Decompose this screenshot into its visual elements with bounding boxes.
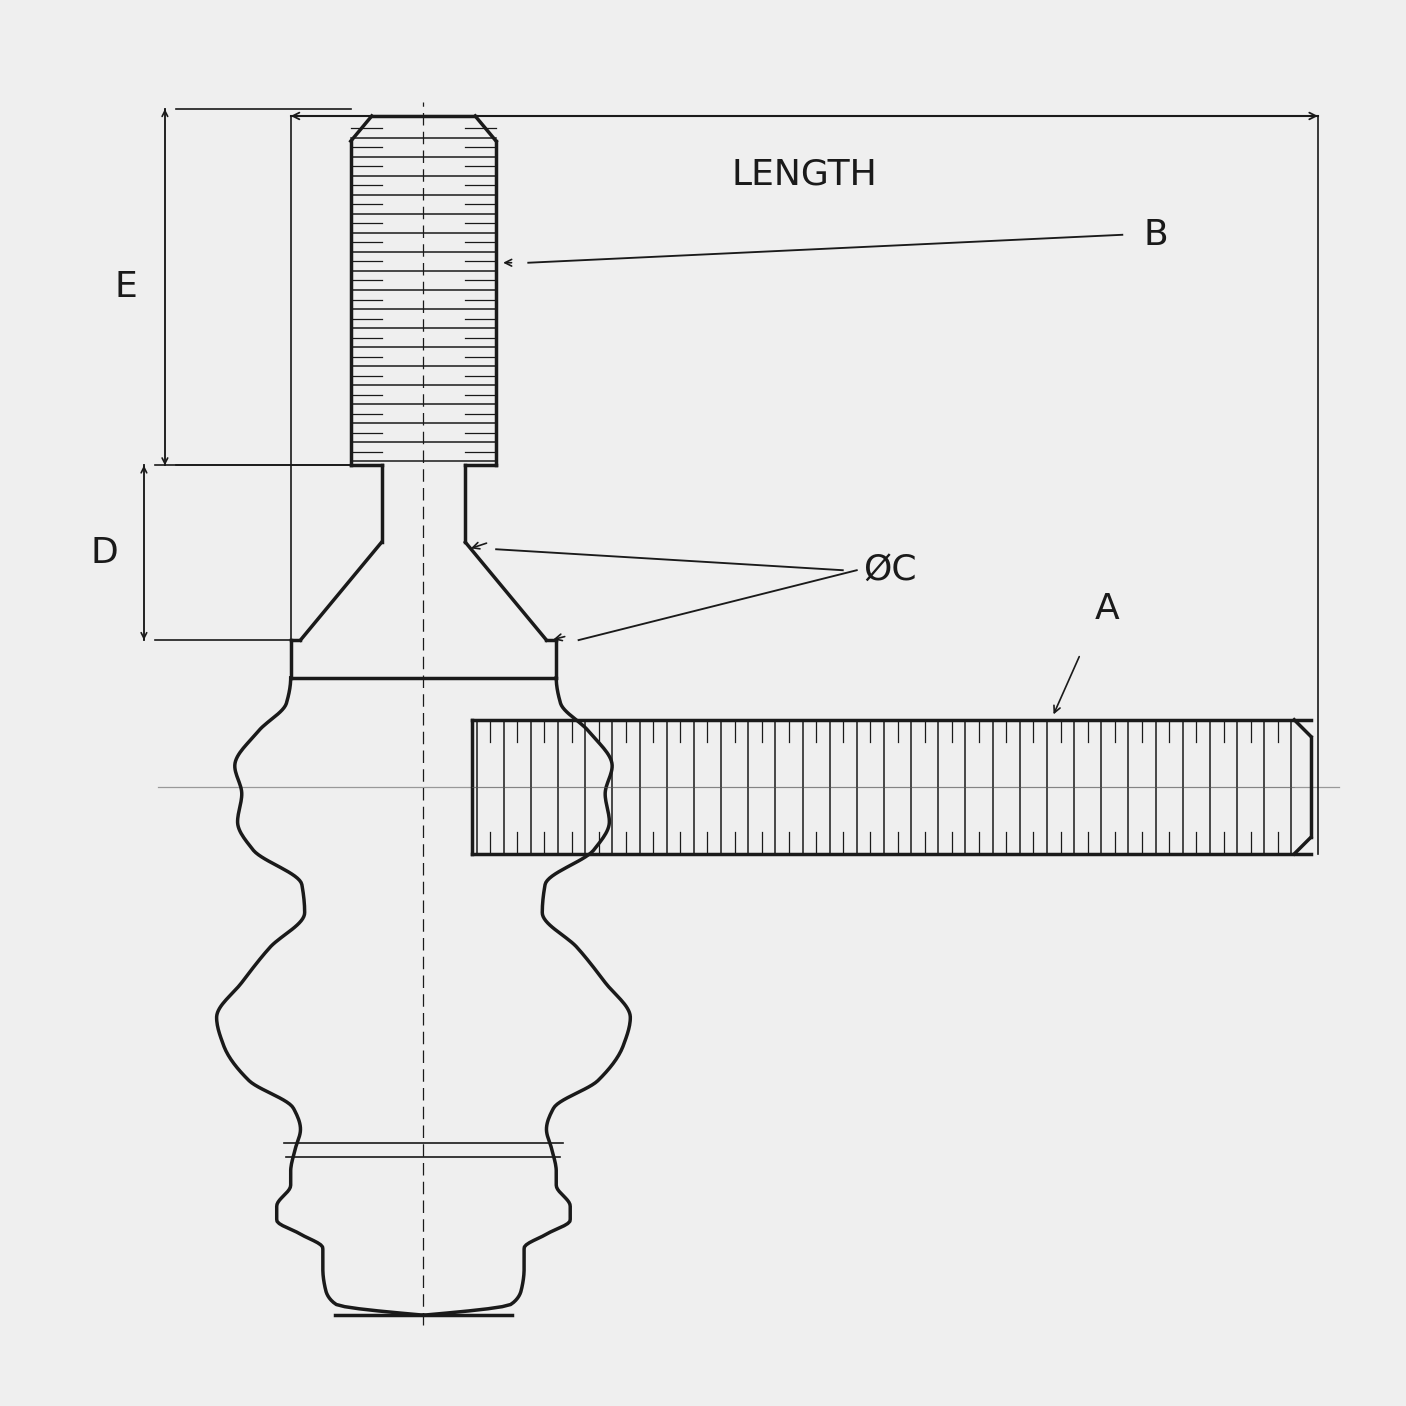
Text: B: B	[1143, 218, 1168, 252]
Text: D: D	[91, 536, 118, 569]
Text: LENGTH: LENGTH	[731, 157, 877, 191]
Text: E: E	[114, 270, 138, 304]
Text: A: A	[1094, 592, 1119, 626]
Text: ØC: ØC	[863, 553, 917, 588]
